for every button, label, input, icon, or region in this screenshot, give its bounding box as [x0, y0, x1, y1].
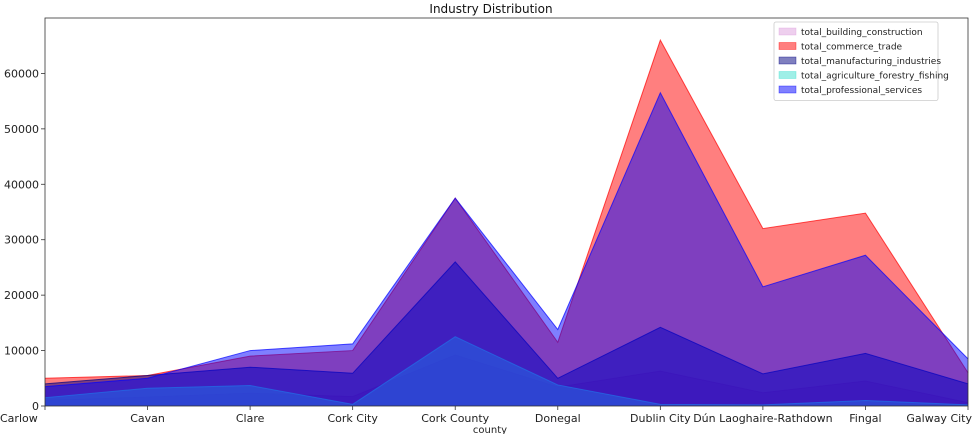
area-layer: [44, 38, 969, 407]
legend-label-total-building-construction: total_building_construction: [801, 28, 923, 38]
legend-swatch-total-building-construction: [778, 27, 797, 36]
x-tick-label: Dublin City: [630, 412, 691, 425]
axes: 0 10000 20000 30000 40000 50000 60000 Carlow Cav…: [0, 17, 972, 425]
x-tick-label: Carlow: [0, 412, 38, 425]
x-tick-label: Fingal: [849, 412, 881, 425]
y-tick-label: 20000: [4, 289, 39, 302]
x-tick-label: Donegal: [535, 412, 581, 425]
legend-box: [773, 21, 939, 101]
legend-label-total-commerce-trade: total_commerce_trade: [801, 43, 903, 53]
legend-swatch-total-commerce-trade: [778, 42, 797, 50]
y-tick-label: 0: [32, 400, 39, 413]
x-tick-label: Dún Laoghaire-Rathdown: [693, 412, 832, 425]
legend-label-total-manufacturing-industries: total_manufacturing_industries: [801, 57, 941, 67]
legend-label-total-professional-services: total_professional_services: [801, 86, 922, 96]
legend: total_building_construction total_commerc…: [773, 21, 949, 101]
chart-title: Industry Distribution: [429, 2, 552, 16]
x-tick-label: Cork City: [327, 412, 378, 425]
legend-swatch-total-professional-services: [778, 85, 797, 94]
x-tick-label: Galway City: [906, 412, 972, 425]
y-tick-label: 50000: [4, 123, 39, 136]
line-total-professional-services: [44, 91, 969, 388]
x-tick-label: Cavan: [130, 412, 165, 425]
x-tick-label: Clare: [236, 412, 265, 425]
y-tick-label: 40000: [4, 178, 39, 191]
legend-label-total-agriculture-forestry-fishing: total_agriculture_forestry_fishing: [801, 72, 949, 82]
area-total-professional-services: [45, 92, 968, 406]
x-axis-label: county: [473, 425, 507, 434]
y-tick-label: 60000: [4, 67, 39, 80]
legend-swatch-total-agriculture-forestry-fishing: [778, 71, 797, 79]
plot-frame: [44, 17, 969, 407]
x-tick-label: Cork County: [421, 412, 489, 425]
y-tick-label: 30000: [4, 234, 39, 247]
legend-swatch-total-manufacturing-industries: [778, 56, 797, 65]
y-tick-label: 10000: [4, 345, 39, 358]
